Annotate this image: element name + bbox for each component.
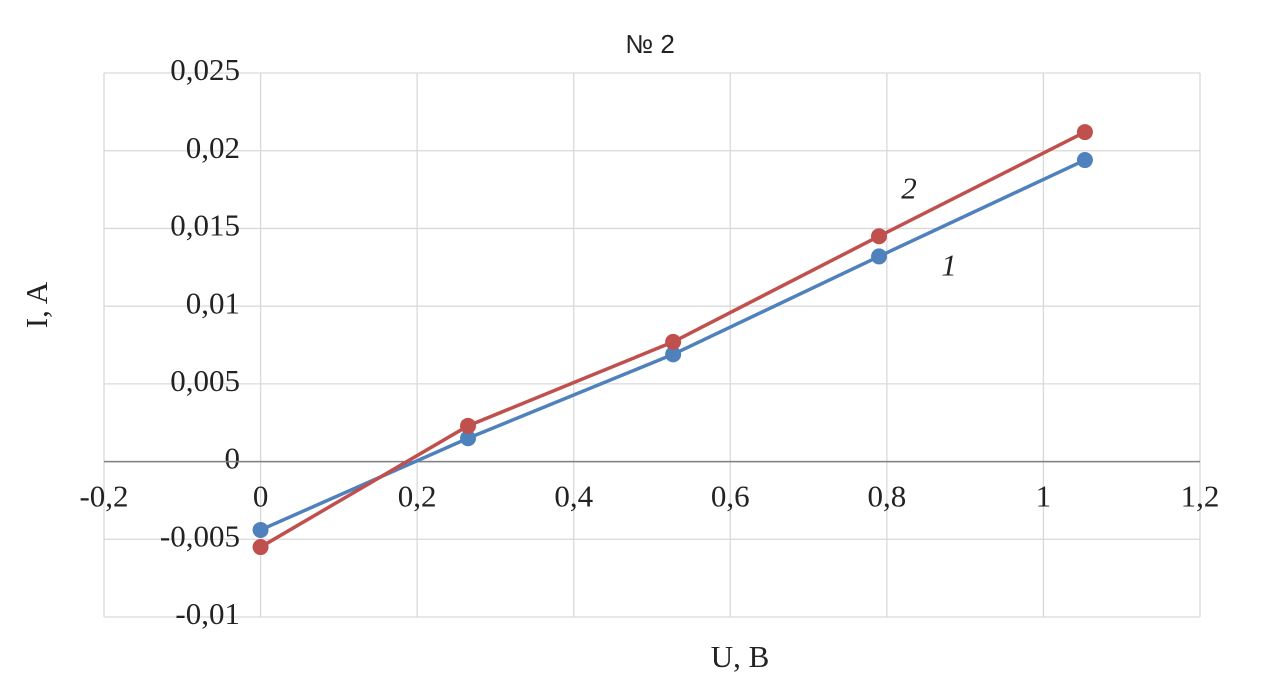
point — [871, 248, 888, 265]
x-tick-label: -0,2 — [79, 479, 128, 514]
y-axis-label: I, A — [19, 281, 54, 328]
series-label: 1 — [941, 248, 957, 283]
point — [460, 430, 477, 447]
x-tick-label: 0,8 — [867, 479, 906, 514]
point — [460, 417, 477, 434]
y-tick-label: 0,025 — [170, 52, 240, 87]
point — [1076, 152, 1093, 169]
x-axis-label: U, B — [711, 639, 770, 674]
point — [665, 333, 682, 350]
y-tick-label: -0,01 — [175, 596, 240, 631]
point — [252, 539, 269, 556]
x-tick-label: 0 — [253, 479, 269, 514]
y-tick-label: 0,005 — [170, 363, 240, 398]
point — [665, 346, 682, 363]
y-tick-label: 0,015 — [170, 208, 240, 243]
point — [1076, 124, 1093, 141]
y-tick-label: -0,005 — [160, 518, 240, 553]
x-tick-label: 0,4 — [554, 479, 593, 514]
x-tick-label: 1 — [1036, 479, 1052, 514]
x-tick-label: 1,2 — [1181, 479, 1220, 514]
series-label: 2 — [901, 170, 917, 205]
y-tick-label: 0,02 — [186, 130, 240, 165]
x-tick-label: 0,6 — [711, 479, 750, 514]
x-tick-label: 0,2 — [398, 479, 437, 514]
y-tick-label: 0,01 — [186, 285, 240, 320]
y-tick-label: 0 — [225, 441, 241, 476]
point — [871, 228, 888, 245]
point — [252, 521, 269, 538]
chart-title: № 2 — [625, 29, 675, 59]
